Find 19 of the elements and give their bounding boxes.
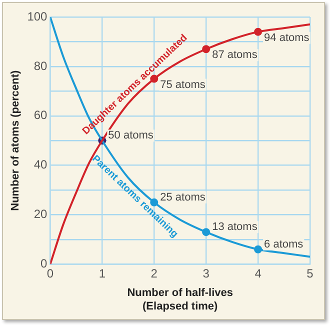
data-label: 25 atoms	[160, 191, 206, 204]
data-label: 87 atoms	[212, 49, 258, 62]
y-tick-label: 80	[34, 58, 48, 73]
data-label: 94 atoms	[264, 32, 310, 44]
x-axis-title: Number of half-lives (Elapsed time)	[127, 287, 233, 312]
data-label: 75 atoms	[160, 78, 206, 91]
y-tick-label: 0	[40, 256, 48, 271]
y-tick-label: 100	[27, 9, 48, 24]
y-axis-title: Number of atoms (percent)	[10, 70, 22, 211]
x-tick-label: 3	[202, 266, 210, 281]
y-tick-label: 40	[34, 158, 48, 172]
y-tick-label: 20	[34, 207, 48, 222]
x-tick-label: 2	[150, 266, 158, 281]
data-label: 6 atoms	[264, 238, 304, 250]
data-label: 13 atoms	[212, 221, 258, 234]
y-tick-label: 60	[34, 108, 48, 122]
x-tick-label: 4	[254, 266, 262, 281]
x-tick-label: 5	[306, 266, 314, 281]
x-tick-label: 1	[98, 266, 106, 281]
